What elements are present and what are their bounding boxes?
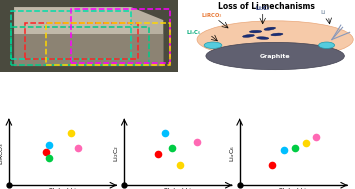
Polygon shape bbox=[14, 34, 163, 66]
Ellipse shape bbox=[204, 42, 222, 49]
Ellipse shape bbox=[250, 30, 262, 33]
Text: Li: Li bbox=[321, 10, 326, 15]
Text: Graphite: Graphite bbox=[260, 54, 290, 59]
Text: LiRCO$_3$: LiRCO$_3$ bbox=[201, 11, 222, 20]
Text: Li$_x$C$_6$: Li$_x$C$_6$ bbox=[186, 28, 202, 37]
Text: Loss of Li mechanisms: Loss of Li mechanisms bbox=[218, 2, 315, 11]
Y-axis label: Li$_x$C$_6$: Li$_x$C$_6$ bbox=[228, 145, 237, 162]
X-axis label: Plated Li: Plated Li bbox=[49, 188, 76, 189]
Ellipse shape bbox=[257, 37, 269, 39]
Ellipse shape bbox=[264, 27, 275, 30]
Text: Li$_2$C$_2$: Li$_2$C$_2$ bbox=[255, 4, 271, 13]
X-axis label: Plated Li: Plated Li bbox=[279, 188, 306, 189]
Polygon shape bbox=[14, 7, 163, 66]
Polygon shape bbox=[14, 7, 131, 34]
Y-axis label: Li$_2$C$_2$: Li$_2$C$_2$ bbox=[113, 145, 121, 162]
Ellipse shape bbox=[197, 21, 353, 58]
Y-axis label: LiRCO$_3$: LiRCO$_3$ bbox=[0, 141, 6, 165]
Ellipse shape bbox=[271, 33, 283, 36]
X-axis label: Plated Li: Plated Li bbox=[164, 188, 191, 189]
Ellipse shape bbox=[319, 42, 335, 49]
Ellipse shape bbox=[206, 42, 344, 70]
Ellipse shape bbox=[242, 34, 255, 37]
